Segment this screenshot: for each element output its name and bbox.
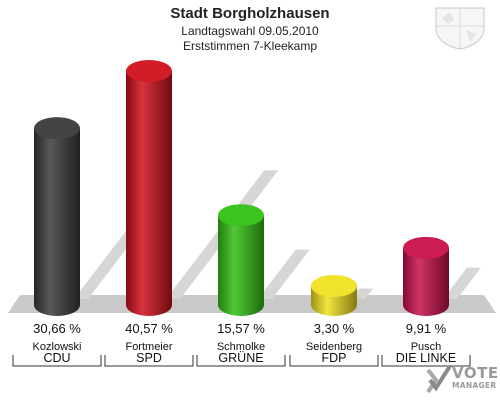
party-label-cdu: CDU xyxy=(43,351,70,365)
bar-shadow-gr-ne xyxy=(258,249,310,299)
party-bracket-gr-ne xyxy=(196,355,286,367)
checkmark-x-icon xyxy=(426,364,452,394)
logo-vote-text: VOTE xyxy=(452,364,499,382)
chart-subtitle-district: Erststimmen 7-Kleekamp xyxy=(182,39,318,53)
bar-spd xyxy=(126,60,172,316)
value-label-cdu: 30,66 % xyxy=(33,321,81,336)
vote-manager-logo: VOTE MANAGER xyxy=(424,362,500,398)
candidate-label-fdp: Seidenberg xyxy=(306,341,362,353)
party-bracket-cdu xyxy=(12,355,102,367)
party-label-fdp: FDP xyxy=(322,351,347,365)
candidate-label-gr-ne: Schmolke xyxy=(217,341,265,353)
bar-cdu xyxy=(34,117,80,316)
chart-title: Stadt Borgholzhausen xyxy=(170,5,330,22)
bar-gr-ne xyxy=(218,204,264,316)
party-label-gr-ne: GRÜNE xyxy=(218,351,263,365)
party-label-die-linke: DIE LINKE xyxy=(396,351,456,365)
party-label-spd: SPD xyxy=(136,351,162,365)
bar-shadow-die-linke xyxy=(443,267,482,299)
candidate-label-spd: Fortmeier xyxy=(125,341,172,353)
value-label-fdp: 3,30 % xyxy=(314,321,355,336)
logo-manager-text: MANAGER xyxy=(452,381,497,390)
value-label-gr-ne: 15,57 % xyxy=(217,321,265,336)
coat-of-arms-icon xyxy=(435,7,485,50)
value-label-die-linke: 9,91 % xyxy=(406,321,447,336)
bar-die-linke xyxy=(403,236,449,316)
bar-fdp xyxy=(311,274,357,316)
chart-subtitle-election: Landtagswahl 09.05.2010 xyxy=(181,24,319,38)
party-bracket-fdp xyxy=(289,355,379,367)
party-bracket-die-linke xyxy=(381,355,471,367)
candidate-label-die-linke: Pusch xyxy=(411,341,442,353)
value-label-spd: 40,57 % xyxy=(125,321,173,336)
candidate-label-cdu: Kozlowski xyxy=(33,341,82,353)
party-bracket-spd xyxy=(104,355,194,367)
